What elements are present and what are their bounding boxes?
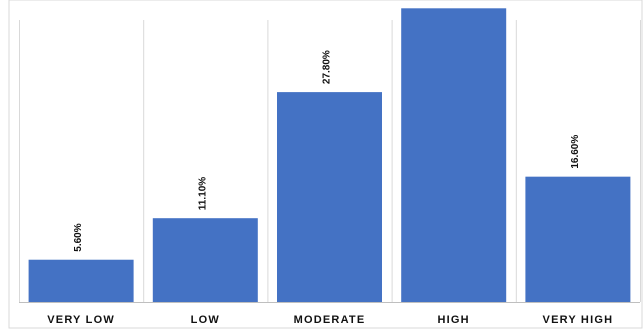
data-label-moderate: 27.80%	[322, 50, 333, 84]
data-label-very-low: 5.60%	[73, 223, 84, 251]
category-label-very-high: VERY HIGH	[543, 314, 614, 326]
data-label-very-high: 16.60%	[570, 135, 581, 169]
category-label-low: LOW	[191, 314, 220, 326]
bar-high	[401, 8, 507, 303]
bar-low	[152, 218, 258, 302]
bar-moderate	[277, 92, 382, 302]
category-separators	[19, 20, 641, 302]
bar-very-high	[525, 176, 631, 302]
category-labels-group: VERY LOW LOW MODERATE HIGH VERY HIGH	[47, 314, 614, 326]
data-label-low: 11.10%	[197, 177, 208, 210]
category-label-high: HIGH	[438, 314, 470, 326]
data-labels-group: 5.60%11.10%27.80%38.90%16.60%	[73, 0, 581, 252]
category-label-very-low: VERY LOW	[47, 314, 115, 326]
category-label-moderate: MODERATE	[294, 314, 366, 326]
bar-very-low	[28, 259, 134, 302]
bars-group	[28, 8, 631, 303]
